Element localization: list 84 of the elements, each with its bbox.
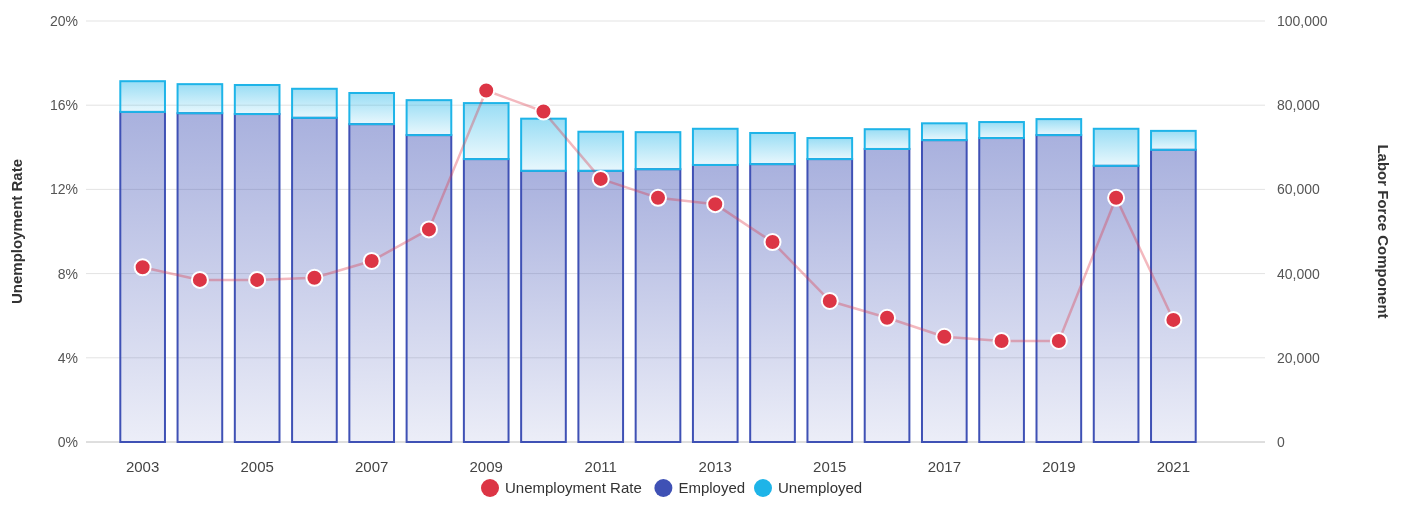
bar: [1150, 148, 1197, 443]
y2-axis-title: Labor Force Component: [1375, 144, 1392, 319]
x-tick-label: 2007: [355, 458, 389, 475]
y-tick-label: 4%: [57, 349, 78, 366]
bar: [978, 121, 1025, 140]
bar: [749, 131, 796, 166]
bar: [1150, 129, 1197, 151]
bar: [863, 128, 911, 150]
point: [362, 251, 381, 270]
bar: [920, 139, 968, 443]
bar: [405, 99, 453, 137]
point: [1164, 310, 1183, 329]
point: [190, 270, 209, 289]
bar: [233, 113, 281, 443]
bar: [806, 137, 854, 161]
point: [133, 258, 152, 277]
legend-label: Employed: [678, 479, 746, 496]
bar: [348, 91, 396, 126]
bar: [1035, 118, 1083, 137]
point: [992, 331, 1011, 350]
x-tick-label: 2013: [698, 458, 732, 475]
bar: [806, 158, 854, 443]
bar: [119, 110, 166, 443]
bar: [691, 127, 739, 166]
bar: [348, 123, 396, 443]
bar: [920, 122, 968, 142]
point: [477, 81, 496, 100]
y2-tick-label: 60,000: [1277, 181, 1321, 198]
bar: [176, 112, 224, 443]
bar: [233, 83, 281, 116]
x-tick-label: 2003: [125, 458, 160, 475]
y2-tick-label: 20,000: [1277, 349, 1321, 366]
y2-tick-label: 40,000: [1277, 265, 1321, 282]
bar: [577, 169, 625, 443]
bar: [119, 80, 166, 113]
bar: [1092, 164, 1140, 443]
bar: [1092, 127, 1140, 167]
bar: [520, 117, 567, 172]
bar: [749, 163, 796, 443]
bar: [462, 158, 510, 443]
y2-tick-label: 0: [1277, 433, 1285, 450]
y2-tick-label: 80,000: [1277, 97, 1321, 114]
bar: [405, 134, 453, 443]
bar: [291, 87, 338, 119]
y-tick-label: 12%: [49, 181, 78, 198]
point: [305, 268, 324, 287]
bar: [462, 102, 510, 161]
bar: [577, 130, 625, 172]
point: [935, 327, 954, 346]
point: [248, 270, 267, 289]
x-tick-label: 2019: [1042, 458, 1076, 475]
legend-label: Unemployment Rate: [505, 479, 642, 496]
bar: [520, 169, 567, 443]
bar: [634, 168, 682, 443]
point: [878, 308, 897, 327]
x-tick-label: 2005: [240, 458, 274, 475]
y-tick-label: 16%: [49, 97, 78, 114]
point: [534, 102, 553, 121]
legend-label: Unemployed: [778, 479, 863, 496]
x-tick-label: 2011: [584, 458, 617, 475]
x-tick-label: 2015: [813, 458, 847, 475]
x-tick-label: 2009: [469, 458, 503, 475]
bar: [176, 83, 224, 115]
point: [591, 169, 610, 188]
bar: [863, 147, 911, 443]
y-tick-label: 8%: [57, 265, 78, 282]
point: [649, 188, 667, 207]
point: [1107, 188, 1126, 207]
bar: [634, 131, 682, 171]
bar: [978, 137, 1025, 443]
bar: [291, 116, 338, 443]
y2-tick-label: 100,000: [1277, 12, 1328, 29]
y-tick-label: 0%: [57, 433, 78, 450]
y-tick-label: 20%: [49, 12, 78, 29]
bar: [691, 163, 739, 443]
x-tick-label: 2017: [927, 458, 961, 475]
y-axis-title: Unemployment Rate: [8, 158, 25, 305]
bar: [1035, 134, 1083, 443]
x-tick-label: 2021: [1156, 458, 1191, 475]
point: [706, 195, 725, 214]
point: [419, 220, 438, 239]
point: [820, 291, 839, 310]
point: [1049, 331, 1068, 350]
point: [763, 233, 782, 252]
